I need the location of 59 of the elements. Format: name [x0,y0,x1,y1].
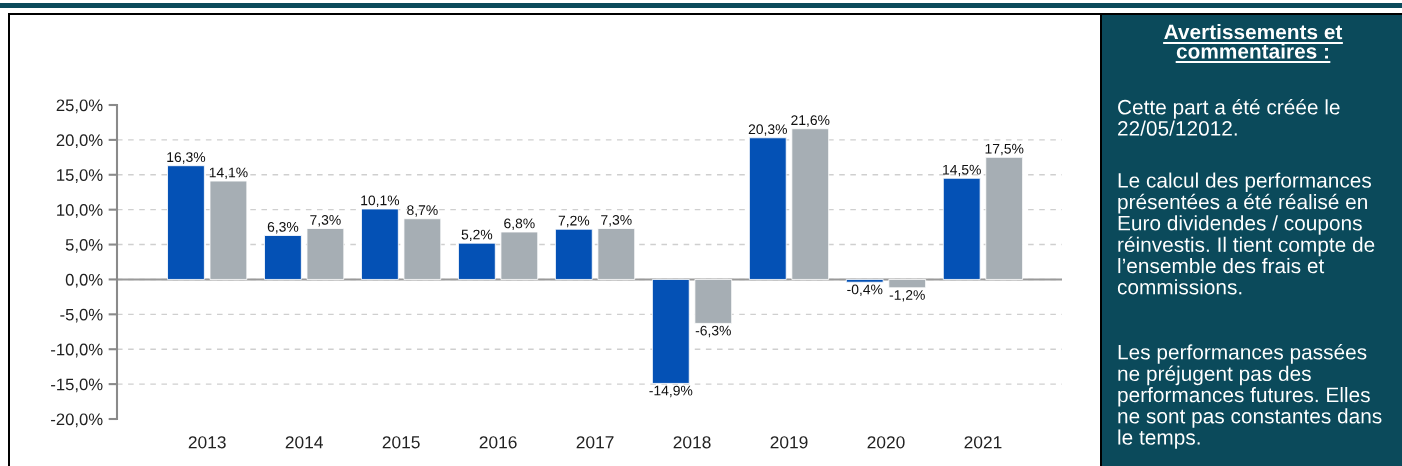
bar [403,218,442,280]
bar [985,156,1024,280]
bar [694,279,733,324]
bar [597,228,636,280]
text: Avertissements et commentaires : [1164,24,1343,59]
data-label: 6,8% [504,218,535,230]
x-tick-label: 2017 [576,436,614,449]
text: Cette part a été créée le 22/05/12012. [1118,99,1340,136]
data-label: 6,3% [267,221,299,234]
data-label: 7,2% [558,215,590,228]
data-label: 20,3% [748,124,787,136]
data-label: 21,6% [791,115,830,127]
bar [845,279,884,283]
bar [942,177,981,280]
y-tick-label: 25,0% [56,99,103,114]
bar [458,242,496,280]
data-label: 8,7% [407,205,438,217]
data-label: 17,5% [985,143,1024,156]
data-label: -1,2% [889,290,925,302]
bar [791,128,830,280]
text: Le calcul des performances présentées a été réalisé en Euro dividendes / coupons réinvestis. Il tient compte de l’ensemble des frais et commissions. [1117,172,1375,295]
data-label: -6,3% [695,325,731,338]
x-tick-label: 2018 [673,436,711,449]
x-tick-label: 2021 [964,436,1002,449]
bar [306,228,345,280]
bar [264,235,302,280]
bar [554,228,593,280]
y-tick-label: 10,0% [57,204,103,218]
x-tick-label: 2014 [285,436,323,449]
y-tick-label: -15,0% [51,378,103,393]
y-tick-label: -5,0% [60,308,103,323]
y-tick-label: -20,0% [51,413,103,428]
data-label: 7,3% [310,214,341,227]
data-label: 5,2% [461,229,493,242]
bar [500,231,539,280]
bar [209,180,248,280]
y-tick-label: 5,0% [65,238,103,253]
x-tick-label: 2015 [382,436,420,449]
data-label: 14,1% [209,167,248,180]
data-label: -14,9% [649,385,693,398]
x-tick-label: 2013 [188,436,226,449]
bar [167,165,205,280]
data-label: 10,1% [361,195,400,207]
x-tick-label: 2016 [479,436,517,449]
x-tick-label: 2020 [867,436,905,449]
y-tick-label: 20,0% [56,134,103,149]
bar [748,137,787,280]
data-label: 7,3% [601,214,632,227]
bar [361,208,399,280]
data-label: 16,3% [167,152,206,164]
data-label: 14,5% [943,164,981,177]
y-tick-label: 15,0% [57,169,103,183]
text: Les performances passées ne préjugent pas des performances futures. Elles ne sont pas constantes dans le temps. [1118,344,1382,449]
y-tick-label: 0,0% [65,273,103,288]
x-tick-label: 2019 [770,436,808,449]
bar [888,279,927,289]
data-label: -0,4% [847,284,883,296]
y-tick-label: -10,0% [51,343,103,358]
bar [651,279,690,384]
